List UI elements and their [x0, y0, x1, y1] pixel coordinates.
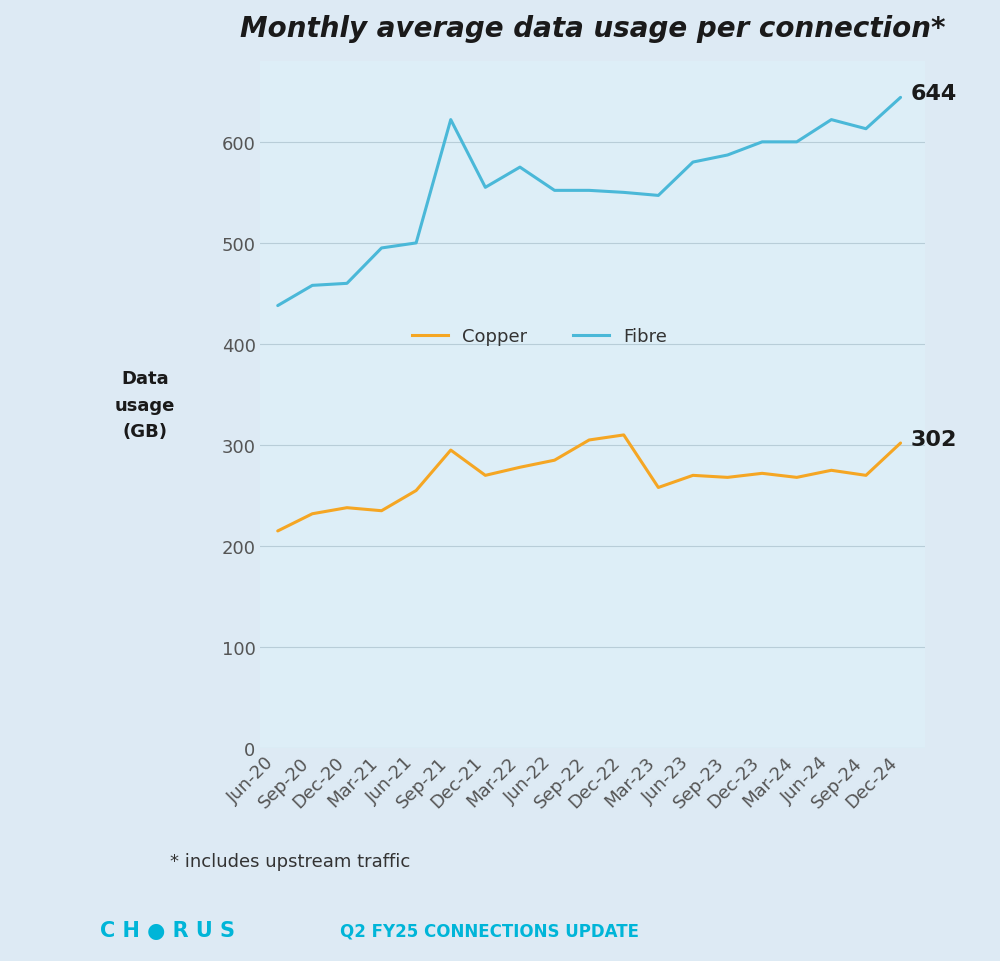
Text: Q2 FY25 CONNECTIONS UPDATE: Q2 FY25 CONNECTIONS UPDATE — [340, 922, 639, 940]
Y-axis label: Data
usage
(GB): Data usage (GB) — [115, 370, 175, 440]
Text: C H ● R U S: C H ● R U S — [100, 920, 235, 940]
Legend: Copper, Fibre: Copper, Fibre — [405, 320, 674, 353]
Text: * includes upstream traffic: * includes upstream traffic — [170, 851, 410, 870]
Text: 302: 302 — [911, 430, 957, 450]
Title: Monthly average data usage per connection*: Monthly average data usage per connectio… — [240, 15, 945, 43]
Text: 644: 644 — [911, 85, 957, 104]
